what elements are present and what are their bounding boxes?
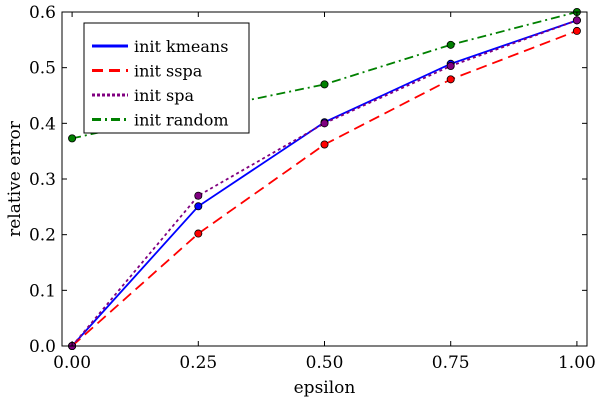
data-point-init-sspa <box>446 75 455 84</box>
series-layer <box>68 7 581 350</box>
y-tick-label: 0.4 <box>29 114 56 134</box>
legend-entry-init-spa: init spa <box>92 86 195 105</box>
data-point-init-spa <box>572 16 581 25</box>
y-tick-label: 0.6 <box>29 3 56 23</box>
x-tick-label: 0.75 <box>432 353 470 373</box>
legend-label: init random <box>134 111 229 130</box>
legend-entry-init-random: init random <box>92 111 229 130</box>
legend-label: init sspa <box>134 62 203 81</box>
y-tick-label: 0.0 <box>29 337 56 357</box>
data-point-init-kmeans <box>194 202 203 211</box>
legend-label: init spa <box>134 86 195 105</box>
legend: init kmeans init sspa init spa init random <box>83 22 250 134</box>
y-tick-label: 0.2 <box>29 226 56 246</box>
data-point-init-random <box>320 80 329 89</box>
y-tick-label: 0.1 <box>29 281 56 301</box>
series-init-spa <box>68 16 581 350</box>
data-point-init-random <box>446 40 455 49</box>
data-point-init-spa <box>194 191 203 200</box>
data-point-init-spa <box>320 119 329 128</box>
x-tick-label: 1.00 <box>558 353 596 373</box>
data-point-init-sspa <box>320 140 329 149</box>
x-axis-label: epsilon <box>294 378 356 398</box>
legend-entry-init-kmeans: init kmeans <box>92 37 228 56</box>
x-tick-label: 0.25 <box>179 353 217 373</box>
ticks-layer: 0.00 0.25 0.50 0.75 1.00 0.0 0.1 0.2 0.3 0.4 0.5 0.… <box>29 3 596 373</box>
legend-entry-init-sspa: init sspa <box>92 62 203 81</box>
y-tick-label: 0.3 <box>29 170 56 190</box>
x-tick-label: 0.50 <box>306 353 344 373</box>
x-tick-label: 0.00 <box>53 353 91 373</box>
data-point-init-spa <box>446 61 455 70</box>
y-tick-label: 0.5 <box>29 59 56 79</box>
data-point-init-sspa <box>194 229 203 238</box>
legend-label: init kmeans <box>134 37 228 56</box>
data-point-init-sspa <box>572 26 581 35</box>
legend-box <box>83 22 250 134</box>
data-point-init-random <box>68 134 77 143</box>
y-axis-label: relative error <box>5 120 25 237</box>
